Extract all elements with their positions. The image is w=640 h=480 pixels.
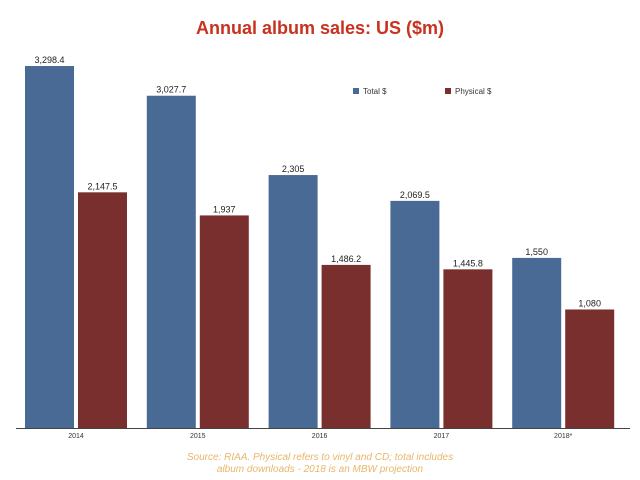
data-label: 3,298.4 (34, 55, 64, 65)
bar-physical-2018* (565, 309, 615, 428)
data-label: 1,937 (213, 204, 236, 214)
source-line-2: album downloads - 2018 is an MBW project… (216, 464, 424, 475)
data-label: 3,027.7 (156, 85, 186, 95)
x-tick-label: 2017 (434, 433, 450, 440)
legend-swatch (353, 88, 359, 94)
bar-physical-2015 (199, 215, 249, 428)
source-note: Source: RIAA. Physical refers to vinyl a… (0, 452, 640, 476)
chart-title: Annual album sales: US ($m) (195, 18, 445, 38)
data-label: 2,147.5 (87, 181, 117, 191)
bar-total-2016 (268, 175, 318, 428)
legend-label: Physical $ (455, 87, 492, 96)
data-label: 1,550 (525, 247, 548, 257)
bar-total-2018* (512, 257, 562, 428)
bar-total-2014 (25, 66, 74, 429)
x-tick-label: 2015 (190, 433, 206, 440)
data-label: 1,445.8 (453, 258, 483, 268)
bar-physical-2014 (78, 192, 127, 428)
data-label: 1,486.2 (331, 254, 361, 264)
data-label: 2,305 (282, 164, 305, 174)
bar-physical-2017 (443, 269, 493, 428)
source-line-1: Source: RIAA. Physical refers to vinyl a… (186, 452, 454, 463)
bar-physical-2016 (321, 264, 371, 428)
legend-label: Total $ (363, 87, 387, 96)
x-tick-label: 2016 (312, 433, 328, 440)
legend-swatch (445, 88, 451, 94)
data-label: 1,080 (578, 298, 601, 308)
bar-total-2015 (146, 95, 196, 428)
x-tick-label: 2018* (554, 433, 573, 440)
bar-total-2017 (390, 200, 440, 428)
x-tick-label: 2014 (68, 433, 84, 440)
data-label: 2,069.5 (400, 190, 430, 200)
